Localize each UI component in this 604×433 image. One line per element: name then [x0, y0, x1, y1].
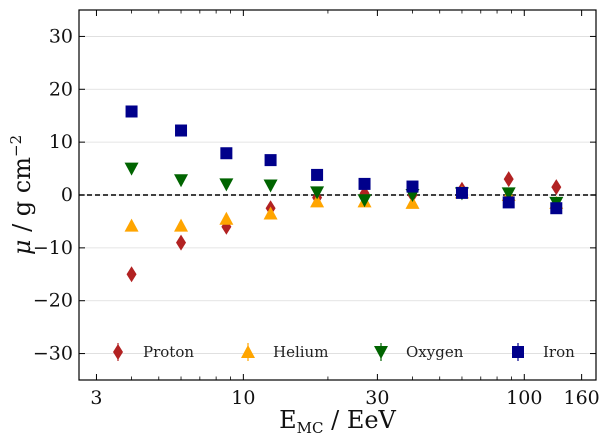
y-axis-title-rest: / g cm	[8, 157, 36, 240]
series-iron	[125, 105, 563, 215]
y-tick-label: −10	[33, 237, 73, 259]
x-axis-title: EMC / EeV	[279, 406, 396, 433]
axis-ticks: −30 −20 −10 0 10 20 30 3 10 30 100 160	[33, 10, 600, 409]
iron-point	[220, 147, 233, 160]
oxygen-point	[310, 186, 325, 200]
iron-point	[406, 180, 419, 193]
series-oxygen	[124, 162, 564, 210]
series-proton	[126, 171, 562, 283]
helium-point	[174, 218, 189, 232]
y-axis-title: μ / g cm−2	[7, 135, 36, 255]
proton-point	[126, 266, 137, 283]
oxygen-point	[124, 162, 139, 176]
iron-point	[550, 202, 563, 215]
oxygen-point	[357, 194, 372, 208]
x-tick-label: 160	[563, 387, 599, 409]
y-tick-label: 10	[49, 131, 73, 153]
x-tick-label: 30	[365, 387, 389, 409]
x-axis-title-sub: MC	[297, 419, 324, 433]
y-tick-label: 0	[61, 184, 73, 206]
iron-point	[358, 177, 371, 190]
x-axis-title-rest: / EeV	[323, 406, 396, 433]
helium-point	[405, 195, 420, 209]
x-tick-label: 100	[506, 387, 542, 409]
iron-point	[455, 186, 468, 199]
y-axis-title-exp: −2	[7, 135, 25, 157]
helium-point	[263, 206, 278, 220]
legend-label-helium: Helium	[273, 343, 328, 361]
y-tick-label: 20	[49, 78, 73, 100]
oxygen-point	[501, 187, 516, 201]
legend-item-iron: Iron	[512, 343, 575, 361]
oxygen-point	[219, 178, 234, 192]
iron-point	[125, 105, 138, 118]
legend-label-oxygen: Oxygen	[406, 343, 464, 361]
y-tick-label: 30	[49, 25, 73, 47]
data-markers	[124, 105, 564, 283]
iron-point	[175, 124, 188, 137]
legend: Proton Helium Oxygen Iron	[113, 343, 575, 361]
helium-point	[124, 218, 139, 232]
x-tick-label: 10	[231, 387, 255, 409]
x-axis-title-main: E	[279, 406, 297, 433]
x-tick-label: 3	[90, 387, 102, 409]
series-helium	[124, 185, 564, 232]
iron-point	[311, 168, 324, 181]
helium-point	[310, 194, 325, 208]
legend-item-helium: Helium	[241, 343, 328, 361]
oxygen-point	[263, 179, 278, 193]
proton-point	[503, 171, 514, 188]
helium-point	[219, 211, 234, 225]
legend-label-proton: Proton	[143, 343, 194, 361]
legend-item-proton: Proton	[113, 343, 194, 361]
iron-point	[502, 196, 515, 209]
legend-item-oxygen: Oxygen	[374, 343, 464, 361]
plot-frame	[78, 9, 597, 381]
iron-point	[264, 154, 277, 167]
proton-point	[176, 234, 187, 251]
grid-lines	[79, 36, 596, 354]
y-tick-label: −30	[33, 343, 73, 365]
oxygen-point	[174, 174, 189, 188]
proton-point	[551, 179, 562, 196]
y-tick-label: −20	[33, 290, 73, 312]
y-axis-title-mu: μ	[8, 240, 36, 256]
legend-label-iron: Iron	[543, 343, 575, 361]
